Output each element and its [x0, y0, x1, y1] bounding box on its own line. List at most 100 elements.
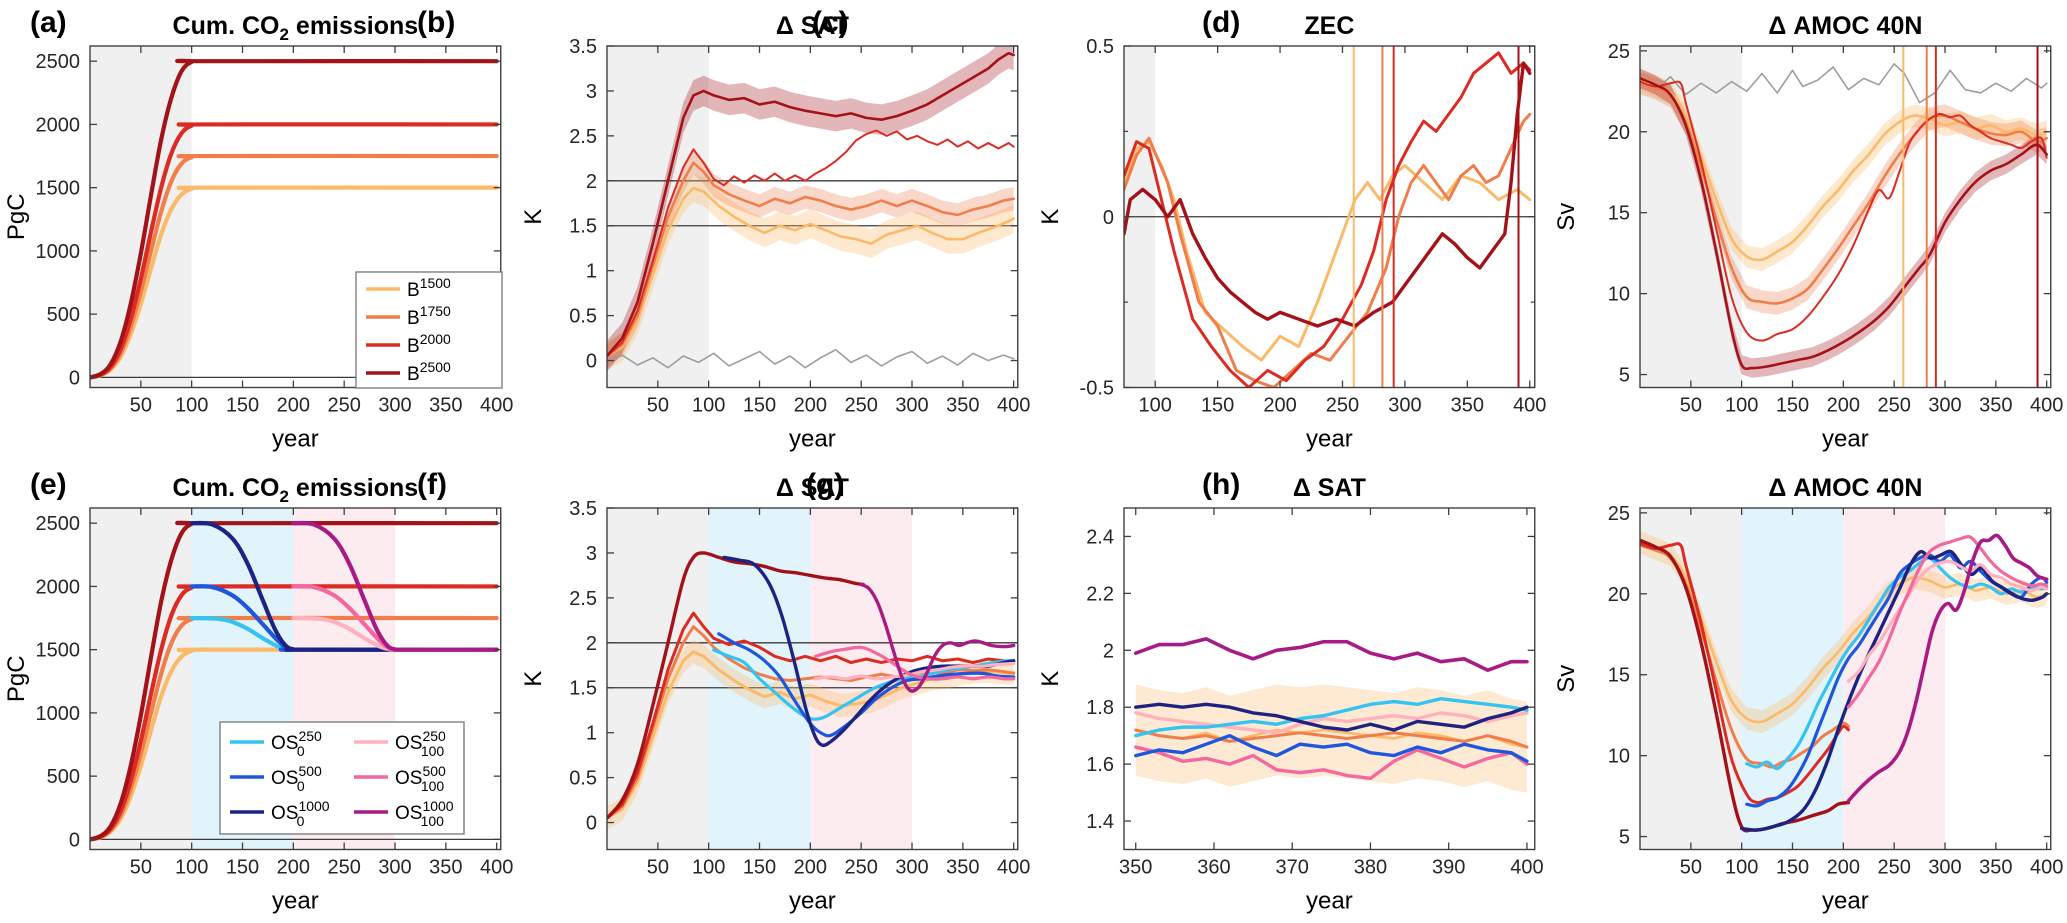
- svg-text:500: 500: [47, 304, 80, 326]
- legend-label: OS500 100: [395, 763, 446, 794]
- svg-text:20: 20: [1608, 122, 1630, 144]
- svg-text:350: 350: [1450, 395, 1483, 417]
- panel-g-chart: 350 360 370 380 390 400 1.4 1.6 1.8 2 2.2 2.4 Δ SAT y…: [1037, 474, 1544, 915]
- svg-text:5: 5: [1619, 826, 1630, 848]
- svg-text:150: 150: [743, 395, 776, 417]
- shaded-region: [1640, 46, 1742, 388]
- axes-box: [1122, 506, 1535, 850]
- svg-text:250: 250: [1325, 395, 1358, 417]
- shaded-region: [1741, 507, 1844, 849]
- panel-g: 350 360 370 380 390 400 1.4 1.6 1.8 2 2.2 2.4 Δ SAT y…: [1034, 462, 1551, 923]
- x-axis-label: year: [1822, 426, 1869, 453]
- svg-text:2500: 2500: [36, 513, 81, 535]
- svg-text:150: 150: [1776, 395, 1809, 417]
- panel-e: 50 100 150 200 250 300 350 400 0 500 1000 1500 2000 2…: [0, 462, 517, 923]
- series-OS100-500: [1847, 534, 2049, 709]
- svg-text:300: 300: [1929, 395, 1962, 417]
- svg-text:50: 50: [646, 395, 668, 417]
- svg-text:2000: 2000: [36, 114, 81, 136]
- panel-c-chart: 100 150 200 250 300 350 400 -0.5 0 0.5 ZEC year K: [1037, 12, 1546, 453]
- svg-text:2: 2: [586, 632, 597, 654]
- series-OS0-1000: [1133, 702, 1529, 732]
- svg-text:400: 400: [2030, 856, 2063, 878]
- svg-text:10: 10: [1608, 745, 1630, 767]
- series-B2500: [1640, 77, 2049, 371]
- svg-text:20: 20: [1608, 583, 1630, 605]
- svg-text:100: 100: [1725, 395, 1758, 417]
- band-B1500: [1640, 530, 2047, 733]
- y-axis-label: K: [1037, 209, 1064, 225]
- panel-letter-a: (a): [30, 6, 67, 39]
- svg-text:2.4: 2.4: [1086, 526, 1114, 548]
- y-axis-label: K: [520, 209, 547, 225]
- svg-text:400: 400: [2030, 395, 2063, 417]
- svg-text:100: 100: [1138, 395, 1171, 417]
- svg-text:2.2: 2.2: [1086, 583, 1114, 605]
- x-axis-label: year: [272, 426, 319, 453]
- svg-text:0: 0: [586, 812, 597, 834]
- panel-a-chart: 50 100 150 200 250 300 350 400 0 500 1000 1500 2000 2…: [3, 12, 513, 453]
- series-B1750: [606, 161, 1015, 358]
- x-axis-label: year: [1306, 426, 1353, 453]
- series-OS100-1000: [859, 582, 1016, 693]
- series-OS0-1000: [189, 520, 499, 652]
- svg-text:350: 350: [946, 856, 979, 878]
- svg-text:2.5: 2.5: [569, 126, 597, 148]
- series-OS0-250: [1133, 696, 1529, 737]
- shaded-region: [90, 46, 192, 388]
- svg-text:300: 300: [378, 395, 411, 417]
- series-B1750: [1133, 727, 1528, 749]
- svg-text:200: 200: [277, 856, 310, 878]
- svg-text:1500: 1500: [36, 178, 81, 200]
- svg-text:1000: 1000: [36, 702, 81, 724]
- svg-text:350: 350: [1979, 856, 2012, 878]
- svg-text:3: 3: [586, 81, 597, 103]
- svg-text:10: 10: [1608, 284, 1630, 306]
- svg-text:250: 250: [327, 856, 360, 878]
- svg-text:2000: 2000: [36, 576, 81, 598]
- shaded-region: [90, 507, 192, 849]
- svg-text:350: 350: [946, 395, 979, 417]
- shaded-region: [1843, 507, 1946, 849]
- svg-text:370: 370: [1275, 856, 1308, 878]
- svg-text:3.5: 3.5: [569, 36, 597, 58]
- svg-text:1.4: 1.4: [1086, 811, 1114, 833]
- panel-title: Δ AMOC 40N: [1769, 12, 1923, 40]
- panel-f: 50 100 150 200 250 300 350 400 0 0.5 1 1.5 2 2.5 3 3.5 Δ…: [517, 462, 1034, 923]
- x-axis-label: year: [272, 887, 319, 914]
- svg-text:0: 0: [586, 351, 597, 373]
- svg-text:300: 300: [895, 856, 928, 878]
- svg-text:380: 380: [1353, 856, 1386, 878]
- svg-text:300: 300: [895, 395, 928, 417]
- series-OS0-500: [1133, 733, 1529, 763]
- y-axis-label: Sv: [1553, 664, 1580, 692]
- series-B1750: [1123, 112, 1531, 388]
- svg-text:350: 350: [1119, 856, 1152, 878]
- svg-text:2: 2: [1102, 640, 1113, 662]
- svg-text:0: 0: [69, 367, 80, 389]
- svg-text:2: 2: [586, 171, 597, 193]
- series-B2500: [90, 58, 499, 380]
- svg-text:15: 15: [1608, 203, 1630, 225]
- y-axis-label: K: [1037, 670, 1064, 686]
- svg-text:250: 250: [1878, 395, 1911, 417]
- series-OS100-250: [813, 661, 1016, 680]
- panel-title: Δ SAT: [1292, 474, 1365, 502]
- legend-label: B1500: [407, 275, 451, 301]
- svg-text:1500: 1500: [36, 639, 81, 661]
- series-OS100-1000: [1846, 533, 2049, 803]
- series-B2500: [606, 51, 1015, 358]
- axes-box: [89, 506, 502, 850]
- svg-text:250: 250: [1878, 856, 1911, 878]
- panel-letter-f: (f): [417, 468, 447, 501]
- series-control: [1640, 63, 2048, 104]
- series-B2000: [1640, 80, 2048, 342]
- panel-h-chart: 50 100 150 200 250 300 350 400 5 10 15 20 25 Δ AMOC 4…: [1553, 474, 2063, 915]
- svg-text:150: 150: [226, 856, 259, 878]
- panel-e-chart: 50 100 150 200 250 300 350 400 0 500 1000 1500 2000 2…: [3, 474, 513, 915]
- svg-text:100: 100: [175, 395, 208, 417]
- x-axis-label: year: [1822, 887, 1869, 914]
- band-B1500: [1640, 68, 2047, 271]
